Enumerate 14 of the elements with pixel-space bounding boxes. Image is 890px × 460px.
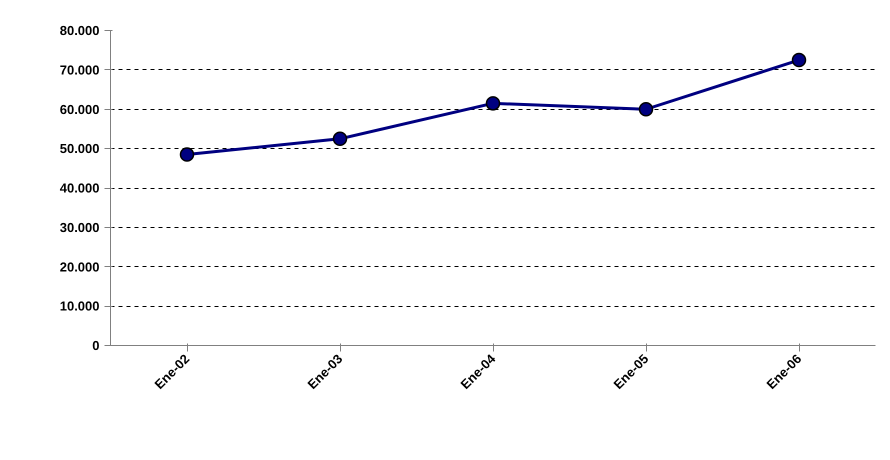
y-tick-label: 30.000 xyxy=(60,220,100,235)
point xyxy=(486,96,500,111)
y-tick-label: 70.000 xyxy=(60,62,100,78)
y-tick-label: 50.000 xyxy=(60,141,100,156)
y-tick-label: 80.000 xyxy=(60,23,100,38)
y-tick-label: 60.000 xyxy=(60,102,100,117)
point xyxy=(638,102,654,116)
point xyxy=(180,147,194,162)
y-tick-label: 20.000 xyxy=(60,259,100,274)
y-tick-label: 10.000 xyxy=(60,298,100,314)
point xyxy=(332,132,348,146)
y-tick-label: 40.000 xyxy=(60,180,100,196)
point xyxy=(792,52,806,68)
y-tick-label: 0 xyxy=(92,338,100,353)
